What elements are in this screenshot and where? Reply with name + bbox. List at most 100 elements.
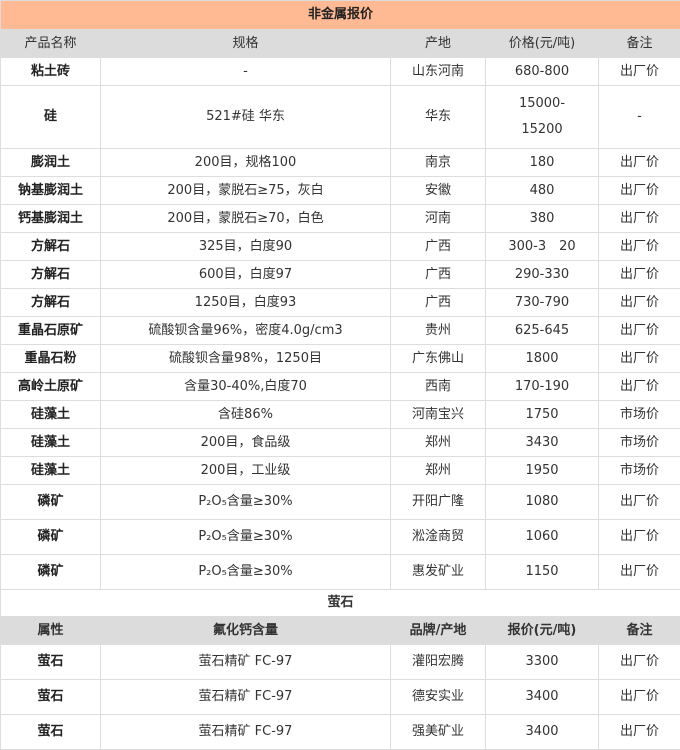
header-spec: 规格: [101, 30, 391, 58]
cell-note: 出厂价: [599, 177, 680, 205]
cell-price: 290-330: [486, 261, 599, 289]
cell-product-name: 萤石: [1, 715, 101, 750]
cell-product-name: 粘土砖: [1, 58, 101, 86]
cell-spec: 萤石精矿 FC-97: [101, 680, 391, 715]
cell-product-name: 钠基膨润土: [1, 177, 101, 205]
cell-price: 180: [486, 149, 599, 177]
cell-origin: 广西: [391, 261, 486, 289]
cell-origin: 安徽: [391, 177, 486, 205]
section-header-note: 备注: [599, 617, 680, 645]
cell-spec: P₂O₅含量≥30%: [101, 555, 391, 590]
section-title: 萤石: [1, 590, 680, 617]
cell-price: 625-645: [486, 317, 599, 345]
cell-origin: 开阳广隆: [391, 485, 486, 520]
cell-spec: 200目，蒙脱石≥70，白色: [101, 205, 391, 233]
cell-note: 出厂价: [599, 715, 680, 750]
cell-product-name: 磷矿: [1, 520, 101, 555]
cell-spec: P₂O₅含量≥30%: [101, 485, 391, 520]
cell-price: 1950: [486, 457, 599, 485]
cell-product-name: 萤石: [1, 680, 101, 715]
cell-note: 出厂价: [599, 345, 680, 373]
cell-note: 出厂价: [599, 205, 680, 233]
cell-note: 市场价: [599, 429, 680, 457]
cell-price: 1080: [486, 485, 599, 520]
cell-spec: 含硅86%: [101, 401, 391, 429]
cell-note: 出厂价: [599, 233, 680, 261]
cell-product-name: 方解石: [1, 233, 101, 261]
cell-spec: 含量30-40%,白度70: [101, 373, 391, 401]
section-header-price: 报价(元/吨): [486, 617, 599, 645]
header-price: 价格(元/吨): [486, 30, 599, 58]
header-row: 产品名称规格产地价格(元/吨)备注: [1, 30, 680, 58]
cell-product-name: 重晶石粉: [1, 345, 101, 373]
cell-spec: -: [101, 58, 391, 86]
cell-origin: 河南宝兴: [391, 401, 486, 429]
cell-note: 出厂价: [599, 317, 680, 345]
section-header-spec: 氟化钙含量: [101, 617, 391, 645]
cell-spec: 200目，蒙脱石≥75，灰白: [101, 177, 391, 205]
table-title: 非金属报价: [1, 1, 680, 30]
cell-spec: P₂O₅含量≥30%: [101, 520, 391, 555]
cell-product-name: 硅藻土: [1, 457, 101, 485]
cell-price: 15000- 15200: [486, 86, 599, 149]
section-header-product-name: 属性: [1, 617, 101, 645]
cell-origin: 郑州: [391, 457, 486, 485]
cell-origin: 贵州: [391, 317, 486, 345]
section-title-row: 萤石: [1, 590, 680, 617]
cell-spec: 萤石精矿 FC-97: [101, 715, 391, 750]
cell-spec: 200目，工业级: [101, 457, 391, 485]
cell-note: -: [599, 86, 680, 149]
cell-origin: 惠发矿业: [391, 555, 486, 590]
cell-price: 730-790: [486, 289, 599, 317]
cell-price: 300-3 20: [486, 233, 599, 261]
cell-product-name: 高岭土原矿: [1, 373, 101, 401]
cell-product-name: 方解石: [1, 289, 101, 317]
cell-product-name: 重晶石原矿: [1, 317, 101, 345]
cell-note: 出厂价: [599, 261, 680, 289]
cell-spec: 325目，白度90: [101, 233, 391, 261]
cell-origin: 郑州: [391, 429, 486, 457]
cell-note: 出厂价: [599, 149, 680, 177]
cell-origin: 德安实业: [391, 680, 486, 715]
cell-price: 1150: [486, 555, 599, 590]
cell-spec: 1250目，白度93: [101, 289, 391, 317]
cell-price: 480: [486, 177, 599, 205]
cell-note: 出厂价: [599, 373, 680, 401]
cell-product-name: 硅: [1, 86, 101, 149]
cell-origin: 灌阳宏腾: [391, 645, 486, 680]
header-origin: 产地: [391, 30, 486, 58]
cell-product-name: 膨润土: [1, 149, 101, 177]
cell-price: 1750: [486, 401, 599, 429]
cell-note: 市场价: [599, 401, 680, 429]
cell-note: 出厂价: [599, 58, 680, 86]
cell-origin: 广西: [391, 289, 486, 317]
cell-product-name: 磷矿: [1, 555, 101, 590]
cell-origin: 华东: [391, 86, 486, 149]
cell-spec: 521#硅 华东: [101, 86, 391, 149]
cell-product-name: 萤石: [1, 645, 101, 680]
cell-price: 1060: [486, 520, 599, 555]
cell-origin: 山东河南: [391, 58, 486, 86]
cell-note: 出厂价: [599, 555, 680, 590]
cell-price: 3400: [486, 680, 599, 715]
cell-spec: 萤石精矿 FC-97: [101, 645, 391, 680]
cell-origin: 淞淦商贸: [391, 520, 486, 555]
cell-note: 出厂价: [599, 645, 680, 680]
cell-price: 3430: [486, 429, 599, 457]
